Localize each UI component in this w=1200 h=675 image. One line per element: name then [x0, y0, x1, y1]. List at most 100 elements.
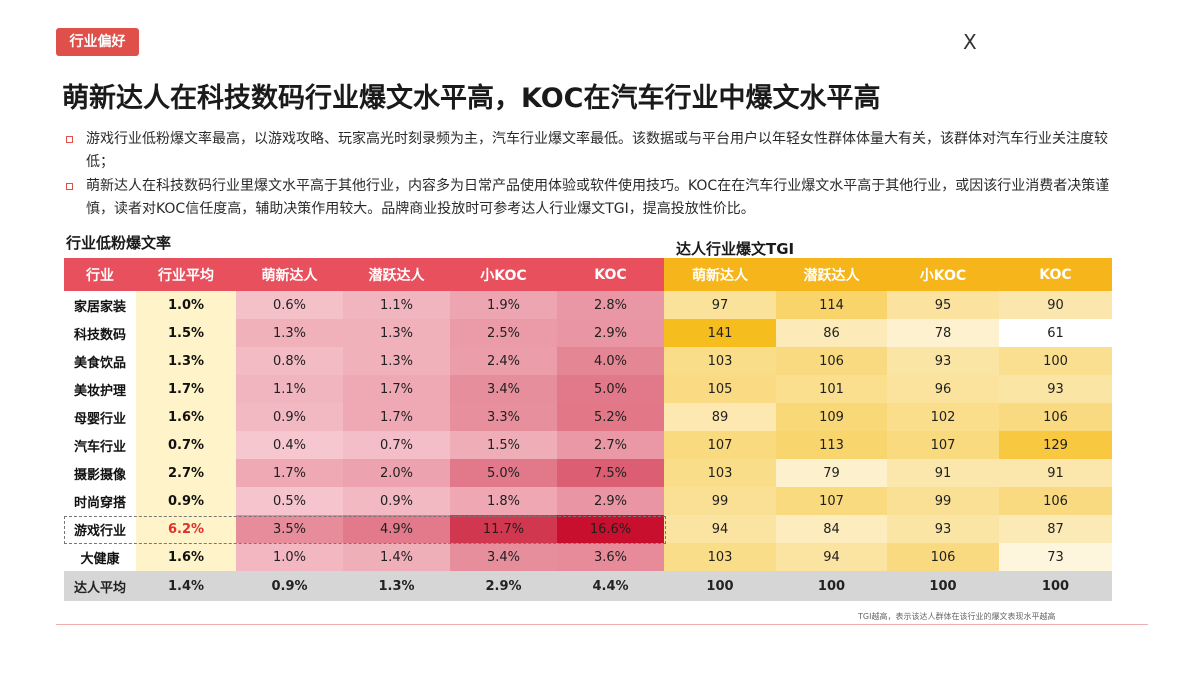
tgi-cell: 87 — [999, 515, 1112, 543]
rate-cell: 3.5% — [236, 515, 343, 543]
table-row: 母婴行业 1.6% 0.9% 1.7% 3.3% 5.2% 89 109 102 106 — [64, 403, 1112, 431]
column-header: KOC — [557, 258, 664, 291]
rate-cell: 0.8% — [236, 347, 343, 375]
rate-cell: 1.1% — [236, 375, 343, 403]
tgi-cell: 73 — [999, 543, 1112, 571]
tgi-cell: 103 — [664, 543, 776, 571]
tgi-cell: 94 — [664, 515, 776, 543]
table-row: 大健康 1.6% 1.0% 1.4% 3.4% 3.6% 103 94 106 73 — [64, 543, 1112, 571]
industry-cell: 科技数码 — [64, 319, 136, 347]
footer-tgi-cell: 100 — [776, 571, 887, 601]
rate-cell: 0.6% — [236, 291, 343, 319]
tgi-cell: 93 — [887, 515, 999, 543]
rate-cell: 3.4% — [450, 375, 557, 403]
rate-cell: 11.7% — [450, 515, 557, 543]
tgi-cell: 106 — [999, 487, 1112, 515]
industry-cell: 汽车行业 — [64, 431, 136, 459]
bullet-item: 萌新达人在科技数码行业里爆文水平高于其他行业，内容多为日常产品使用体验或软件使用… — [64, 175, 1128, 221]
rate-cell: 2.7% — [557, 431, 664, 459]
rate-cell: 1.4% — [343, 543, 450, 571]
table-row: 汽车行业 0.7% 0.4% 0.7% 1.5% 2.7% 107 113 107 129 — [64, 431, 1112, 459]
industry-average-cell: 2.7% — [136, 459, 236, 487]
tgi-cell: 107 — [887, 431, 999, 459]
rate-cell: 2.5% — [450, 319, 557, 347]
tgi-cell: 109 — [776, 403, 887, 431]
tgi-cell: 95 — [887, 291, 999, 319]
tgi-cell: 113 — [776, 431, 887, 459]
industry-cell: 大健康 — [64, 543, 136, 571]
data-table: 行业 行业平均 萌新达人 潜跃达人 小KOC KOC 萌新达人 潜跃达人 小KOC KOC 家居家… — [64, 258, 1112, 601]
bullet-square-icon — [66, 136, 73, 143]
bullet-text: 萌新达人在科技数码行业里爆文水平高于其他行业，内容多为日常产品使用体验或软件使用… — [86, 178, 1110, 217]
rate-cell: 1.7% — [236, 459, 343, 487]
rate-cell: 2.4% — [450, 347, 557, 375]
industry-cell: 游戏行业 — [64, 515, 136, 543]
column-header: 潜跃达人 — [343, 258, 450, 291]
footer-rate-cell: 4.4% — [557, 571, 664, 601]
rate-cell: 5.2% — [557, 403, 664, 431]
footer-tgi-cell: 100 — [887, 571, 999, 601]
tgi-cell: 102 — [887, 403, 999, 431]
rate-cell: 16.6% — [557, 515, 664, 543]
tgi-cell: 93 — [999, 375, 1112, 403]
tgi-cell: 105 — [664, 375, 776, 403]
tgi-note: TGI越高，表示该达人群体在该行业的爆文表现水平越高 — [858, 612, 1056, 621]
tgi-cell: 94 — [776, 543, 887, 571]
column-header: 行业平均 — [136, 258, 236, 291]
section-tag: 行业偏好 — [56, 28, 139, 56]
tgi-cell: 96 — [887, 375, 999, 403]
industry-average-cell: 1.7% — [136, 375, 236, 403]
tgi-cell: 100 — [999, 347, 1112, 375]
footer-rate-cell: 0.9% — [236, 571, 343, 601]
rate-cell: 3.6% — [557, 543, 664, 571]
tgi-cell: 141 — [664, 319, 776, 347]
close-icon[interactable]: X — [963, 30, 977, 54]
rate-cell: 2.9% — [557, 319, 664, 347]
tgi-cell: 106 — [776, 347, 887, 375]
tgi-cell: 61 — [999, 319, 1112, 347]
industry-average-cell: 1.0% — [136, 291, 236, 319]
footer-tgi-cell: 100 — [999, 571, 1112, 601]
rate-cell: 3.3% — [450, 403, 557, 431]
table-row: 游戏行业 6.2% 3.5% 4.9% 11.7% 16.6% 94 84 93 87 — [64, 515, 1112, 543]
bullet-text: 游戏行业低粉爆文率最高，以游戏攻略、玩家高光时刻录频为主，汽车行业爆文率最低。该… — [86, 131, 1108, 170]
rate-cell: 0.9% — [236, 403, 343, 431]
low-fan-rate-title: 行业低粉爆文率 — [66, 234, 172, 252]
tgi-cell: 106 — [887, 543, 999, 571]
industry-cell: 家居家装 — [64, 291, 136, 319]
rate-cell: 0.4% — [236, 431, 343, 459]
tgi-title: 达人行业爆文TGI — [676, 240, 795, 258]
tgi-cell: 84 — [776, 515, 887, 543]
tgi-cell: 106 — [999, 403, 1112, 431]
tgi-cell: 97 — [664, 291, 776, 319]
column-header: 小KOC — [887, 258, 999, 291]
rate-cell: 1.1% — [343, 291, 450, 319]
tgi-cell: 107 — [776, 487, 887, 515]
column-header: 潜跃达人 — [776, 258, 887, 291]
table-row: 家居家装 1.0% 0.6% 1.1% 1.9% 2.8% 97 114 95 90 — [64, 291, 1112, 319]
rate-cell: 0.9% — [343, 487, 450, 515]
industry-average-cell: 1.3% — [136, 347, 236, 375]
bullet-list: 游戏行业低粉爆文率最高，以游戏攻略、玩家高光时刻录频为主，汽车行业爆文率最低。该… — [64, 128, 1128, 222]
industry-average-cell: 1.5% — [136, 319, 236, 347]
footer-average-row: 达人平均 1.4% 0.9% 1.3% 2.9% 4.4% 100 100 100 100 — [64, 571, 1112, 601]
rate-cell: 1.3% — [343, 319, 450, 347]
tgi-cell: 129 — [999, 431, 1112, 459]
tgi-cell: 78 — [887, 319, 999, 347]
rate-cell: 1.8% — [450, 487, 557, 515]
bottom-divider — [56, 624, 1148, 625]
rate-cell: 0.5% — [236, 487, 343, 515]
footer-label-cell: 达人平均 — [64, 571, 136, 601]
industry-average-cell: 0.9% — [136, 487, 236, 515]
column-header: 行业 — [64, 258, 136, 291]
rate-cell: 4.0% — [557, 347, 664, 375]
footer-rate-cell: 2.9% — [450, 571, 557, 601]
industry-cell: 美食饮品 — [64, 347, 136, 375]
industry-average-cell: 1.6% — [136, 543, 236, 571]
tgi-cell: 107 — [664, 431, 776, 459]
rate-cell: 1.0% — [236, 543, 343, 571]
tgi-cell: 101 — [776, 375, 887, 403]
rate-cell: 2.9% — [557, 487, 664, 515]
industry-cell: 摄影摄像 — [64, 459, 136, 487]
footer-average-cell: 1.4% — [136, 571, 236, 601]
